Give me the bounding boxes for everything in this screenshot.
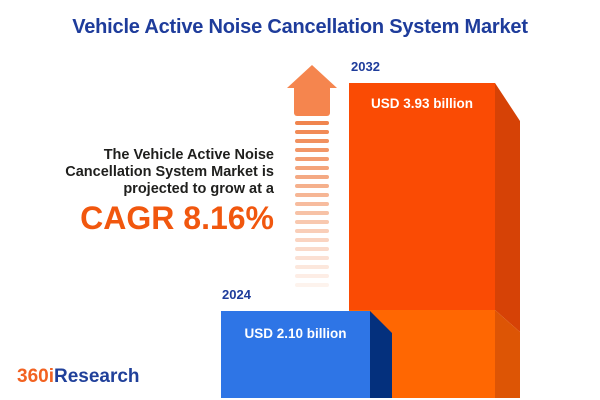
growth-arrow-stripe (295, 238, 329, 242)
bar-2024-year-label: 2024 (222, 287, 251, 302)
growth-arrow-icon (287, 65, 337, 116)
growth-arrow-stripe (295, 256, 329, 260)
annotation-line-3: projected to grow at a (123, 181, 274, 197)
growth-arrow-stripes (295, 121, 329, 292)
growth-arrow-stripe (295, 148, 329, 152)
annotation-line-2: Cancellation System Market is (65, 164, 274, 180)
bar-2032-value-label: USD 3.93 billion (370, 96, 474, 111)
growth-arrow-stripe (295, 247, 329, 251)
growth-arrow-stripe (295, 193, 329, 197)
growth-arrow-stripe (295, 283, 329, 287)
cagr-text: CAGR 8.16% (80, 200, 274, 236)
growth-arrow-stripe (295, 229, 329, 233)
growth-arrow-stripe (295, 184, 329, 188)
logo-part-blue: Research (53, 366, 140, 387)
growth-arrow-stripe (295, 166, 329, 170)
growth-arrow-stripe (295, 211, 329, 215)
growth-arrow-stripe (295, 175, 329, 179)
growth-arrow-stripe (295, 121, 329, 125)
growth-arrow-stripe (295, 220, 329, 224)
bar-2024-face (221, 311, 370, 398)
growth-arrow-stripe (295, 130, 329, 134)
bar-2032-side-upper (495, 83, 520, 332)
page-title: Vehicle Active Noise Cancellation System… (72, 16, 528, 38)
annotation-line-1: The Vehicle Active Noise (103, 147, 274, 163)
logo-part-orange: 360i (17, 366, 54, 387)
bar-2024-side (370, 311, 392, 398)
bar-2032 (349, 83, 520, 398)
bar-2024-value-label: USD 2.10 billion (244, 326, 347, 341)
growth-arrow-stripe (295, 265, 329, 269)
bar-2024 (221, 311, 392, 398)
growth-arrow-stripe (295, 202, 329, 206)
growth-arrow-stripe (295, 157, 329, 161)
bar-2032-year-label: 2032 (351, 59, 380, 74)
bar-2032-face-upper (349, 83, 495, 310)
growth-arrow-stripe (295, 274, 329, 278)
bar-2032-side-lower (495, 310, 520, 398)
logo-360iresearch: 360iResearch (17, 366, 140, 388)
growth-arrow-stripe (295, 139, 329, 143)
annotation-text: The Vehicle Active Noise Cancellation Sy… (65, 147, 274, 198)
